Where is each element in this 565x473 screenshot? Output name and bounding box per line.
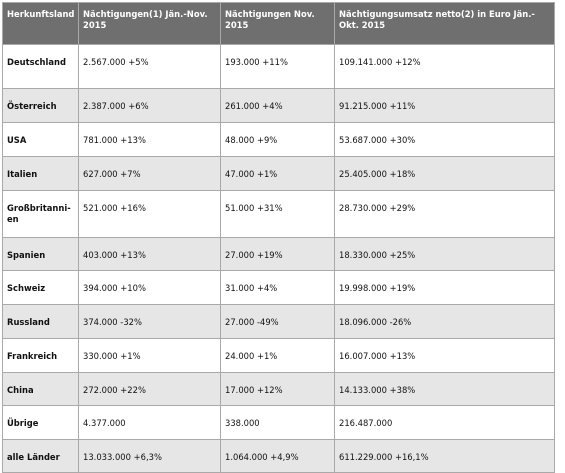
revenue-cell: 611.229.000 +16,1% bbox=[334, 439, 555, 473]
country-cell: Österreich bbox=[2, 88, 79, 123]
country-cell: Spanien bbox=[2, 237, 79, 271]
revenue-cell: 216.487.000 bbox=[334, 405, 555, 440]
overnight-stays-nov-cell: 48.000 +9% bbox=[220, 122, 335, 157]
country-cell: Übrige bbox=[2, 405, 79, 440]
overnight-stays-nov-cell: 27.000 -49% bbox=[220, 304, 335, 339]
table-row: Spanien 403.000 +13% 27.000 +19% 18.330.… bbox=[2, 237, 555, 271]
overnight-stays-nov-cell: 24.000 +1% bbox=[220, 338, 335, 373]
overnight-stays-nov-cell: 47.000 +1% bbox=[220, 156, 335, 191]
table-row: Schweiz 394.000 +10% 31.000 +4% 19.998.0… bbox=[2, 270, 555, 305]
column-header-overnight-stays-nov: Nächtigungen Nov. 2015 bbox=[220, 2, 335, 45]
revenue-cell: 18.330.000 +25% bbox=[334, 237, 555, 271]
column-header-country: Herkunftsland bbox=[2, 2, 79, 45]
column-header-overnight-stays-jan-nov: Nächtigungen(1) Jän.-Nov. 2015 bbox=[78, 2, 221, 45]
table-row: Großbritanni-en 521.000 +16% 51.000 +31%… bbox=[2, 190, 555, 238]
revenue-cell: 25.405.000 +18% bbox=[334, 156, 555, 191]
overnight-stays-nov-cell: 27.000 +19% bbox=[220, 237, 335, 271]
country-cell: China bbox=[2, 372, 79, 406]
table-row: Übrige 4.377.000 338.000 216.487.000 bbox=[2, 405, 555, 440]
overnight-stays-nov-cell: 261.000 +4% bbox=[220, 88, 335, 123]
overnight-stays-jan-nov-cell: 781.000 +13% bbox=[78, 122, 221, 157]
column-header-revenue: Nächtigungsumsatz netto(2) in Euro Jän.-… bbox=[334, 2, 555, 45]
table-row: Italien 627.000 +7% 47.000 +1% 25.405.00… bbox=[2, 156, 555, 191]
overnight-stays-jan-nov-cell: 627.000 +7% bbox=[78, 156, 221, 191]
revenue-cell: 109.141.000 +12% bbox=[334, 44, 555, 89]
overnight-stays-nov-cell: 193.000 +11% bbox=[220, 44, 335, 89]
country-cell: Russland bbox=[2, 304, 79, 339]
revenue-cell: 16.007.000 +13% bbox=[334, 338, 555, 373]
statistics-table: Herkunftsland Nächtigungen(1) Jän.-Nov. … bbox=[2, 2, 555, 473]
revenue-cell: 14.133.000 +38% bbox=[334, 372, 555, 406]
overnight-stays-jan-nov-cell: 374.000 -32% bbox=[78, 304, 221, 339]
overnight-stays-jan-nov-cell: 403.000 +13% bbox=[78, 237, 221, 271]
overnight-stays-nov-cell: 1.064.000 +4,9% bbox=[220, 439, 335, 473]
country-cell: Großbritanni-en bbox=[2, 190, 79, 238]
overnight-stays-jan-nov-cell: 521.000 +16% bbox=[78, 190, 221, 238]
country-cell: USA bbox=[2, 122, 79, 157]
overnight-stays-nov-cell: 31.000 +4% bbox=[220, 270, 335, 305]
revenue-cell: 19.998.000 +19% bbox=[334, 270, 555, 305]
overnight-stays-jan-nov-cell: 13.033.000 +6,3% bbox=[78, 439, 221, 473]
revenue-cell: 28.730.000 +29% bbox=[334, 190, 555, 238]
table-row: Deutschland 2.567.000 +5% 193.000 +11% 1… bbox=[2, 44, 555, 89]
table-row: alle Länder 13.033.000 +6,3% 1.064.000 +… bbox=[2, 439, 555, 473]
header-row: Herkunftsland Nächtigungen(1) Jän.-Nov. … bbox=[2, 2, 555, 45]
overnight-stays-jan-nov-cell: 2.387.000 +6% bbox=[78, 88, 221, 123]
overnight-stays-nov-cell: 338.000 bbox=[220, 405, 335, 440]
overnight-stays-jan-nov-cell: 330.000 +1% bbox=[78, 338, 221, 373]
country-cell: alle Länder bbox=[2, 439, 79, 473]
overnight-stays-nov-cell: 51.000 +31% bbox=[220, 190, 335, 238]
revenue-cell: 18.096.000 -26% bbox=[334, 304, 555, 339]
country-cell: Deutschland bbox=[2, 44, 79, 89]
table-row: China 272.000 +22% 17.000 +12% 14.133.00… bbox=[2, 372, 555, 406]
country-cell: Schweiz bbox=[2, 270, 79, 305]
overnight-stays-nov-cell: 17.000 +12% bbox=[220, 372, 335, 406]
country-cell: Italien bbox=[2, 156, 79, 191]
table-row: Frankreich 330.000 +1% 24.000 +1% 16.007… bbox=[2, 338, 555, 373]
country-cell: Frankreich bbox=[2, 338, 79, 373]
overnight-stays-jan-nov-cell: 272.000 +22% bbox=[78, 372, 221, 406]
overnight-stays-jan-nov-cell: 394.000 +10% bbox=[78, 270, 221, 305]
overnight-stays-jan-nov-cell: 4.377.000 bbox=[78, 405, 221, 440]
table-row: Österreich 2.387.000 +6% 261.000 +4% 91.… bbox=[2, 88, 555, 123]
overnight-stays-jan-nov-cell: 2.567.000 +5% bbox=[78, 44, 221, 89]
revenue-cell: 53.687.000 +30% bbox=[334, 122, 555, 157]
table-row: USA 781.000 +13% 48.000 +9% 53.687.000 +… bbox=[2, 122, 555, 157]
revenue-cell: 91.215.000 +11% bbox=[334, 88, 555, 123]
table-row: Russland 374.000 -32% 27.000 -49% 18.096… bbox=[2, 304, 555, 339]
